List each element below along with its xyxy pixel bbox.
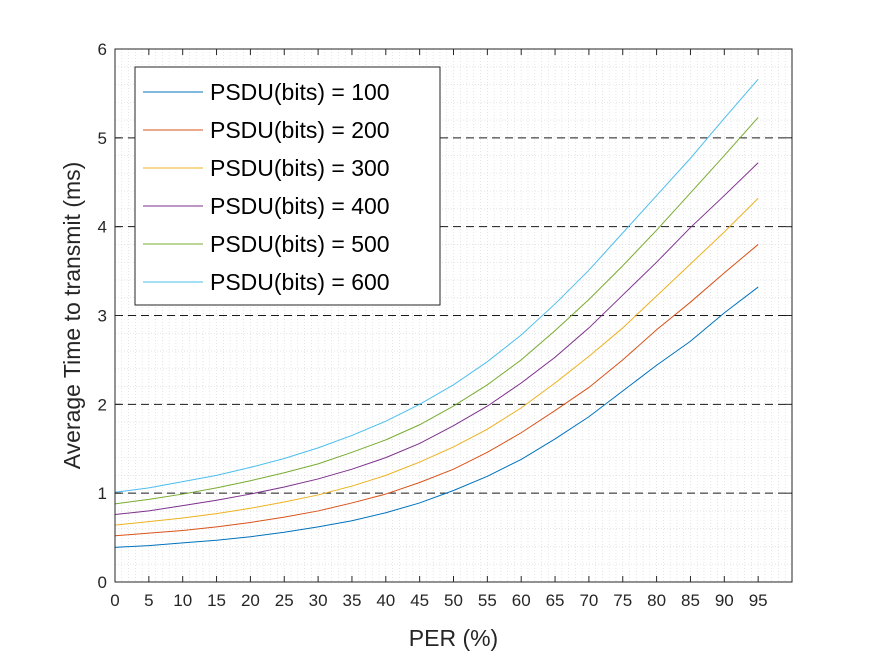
y-tick-label: 0 bbox=[98, 573, 107, 592]
legend-box bbox=[134, 66, 441, 306]
x-tick-label: 90 bbox=[715, 591, 734, 610]
legend-label: PSDU(bits) = 600 bbox=[210, 269, 390, 295]
x-axis-label: PER (%) bbox=[409, 625, 498, 651]
x-tick-label: 70 bbox=[579, 591, 598, 610]
y-tick-label: 5 bbox=[98, 129, 107, 148]
y-axis-label: Average Time to transmit (ms) bbox=[59, 162, 85, 470]
x-tick-label: 35 bbox=[342, 591, 361, 610]
y-axis: 0 1 2 3 4 5 6 bbox=[98, 40, 792, 592]
series-line bbox=[114, 117, 759, 505]
series-line bbox=[114, 78, 759, 493]
y-tick-label: 2 bbox=[98, 395, 107, 414]
legend-label: PSDU(bits) = 500 bbox=[210, 231, 390, 257]
x-tick-label: 85 bbox=[681, 591, 700, 610]
series-line bbox=[114, 197, 759, 526]
x-axis: 0 5 10 15 20 25 30 35 40 45 50 55 60 65 70 75 80 85 90 95 bbox=[110, 49, 768, 610]
x-tick-label: 40 bbox=[376, 591, 395, 610]
x-tick-label: 80 bbox=[647, 591, 666, 610]
x-tick-label: 50 bbox=[444, 591, 463, 610]
series-line bbox=[114, 286, 759, 548]
legend-label: PSDU(bits) = 300 bbox=[210, 155, 390, 181]
x-tick-label: 55 bbox=[478, 591, 497, 610]
y-tick-label: 6 bbox=[98, 40, 107, 59]
x-tick-label: 5 bbox=[144, 591, 153, 610]
y-tick-label: 4 bbox=[98, 218, 107, 237]
x-tick-label: 95 bbox=[749, 591, 768, 610]
x-tick-label: 25 bbox=[275, 591, 294, 610]
x-tick-label: 45 bbox=[410, 591, 429, 610]
x-tick-label: 15 bbox=[207, 591, 226, 610]
x-tick-label: 30 bbox=[309, 591, 328, 610]
x-tick-label: 0 bbox=[110, 591, 119, 610]
y-tick-label: 3 bbox=[98, 307, 107, 326]
x-tick-label: 75 bbox=[613, 591, 632, 610]
x-tick-label: 20 bbox=[241, 591, 260, 610]
series-line bbox=[114, 244, 759, 537]
legend-label: PSDU(bits) = 200 bbox=[210, 117, 390, 143]
reference-lines bbox=[115, 137, 792, 494]
legend: PSDU(bits) = 100 PSDU(bits) = 200 PSDU(bit… bbox=[134, 66, 441, 306]
x-tick-label: 10 bbox=[173, 591, 192, 610]
legend-label: PSDU(bits) = 400 bbox=[210, 193, 390, 219]
series-lines bbox=[114, 78, 759, 548]
series-line bbox=[114, 162, 759, 515]
x-tick-label: 65 bbox=[546, 591, 565, 610]
y-tick-label: 1 bbox=[98, 484, 107, 503]
x-tick-label: 60 bbox=[512, 591, 531, 610]
legend-label: PSDU(bits) = 100 bbox=[210, 79, 390, 105]
